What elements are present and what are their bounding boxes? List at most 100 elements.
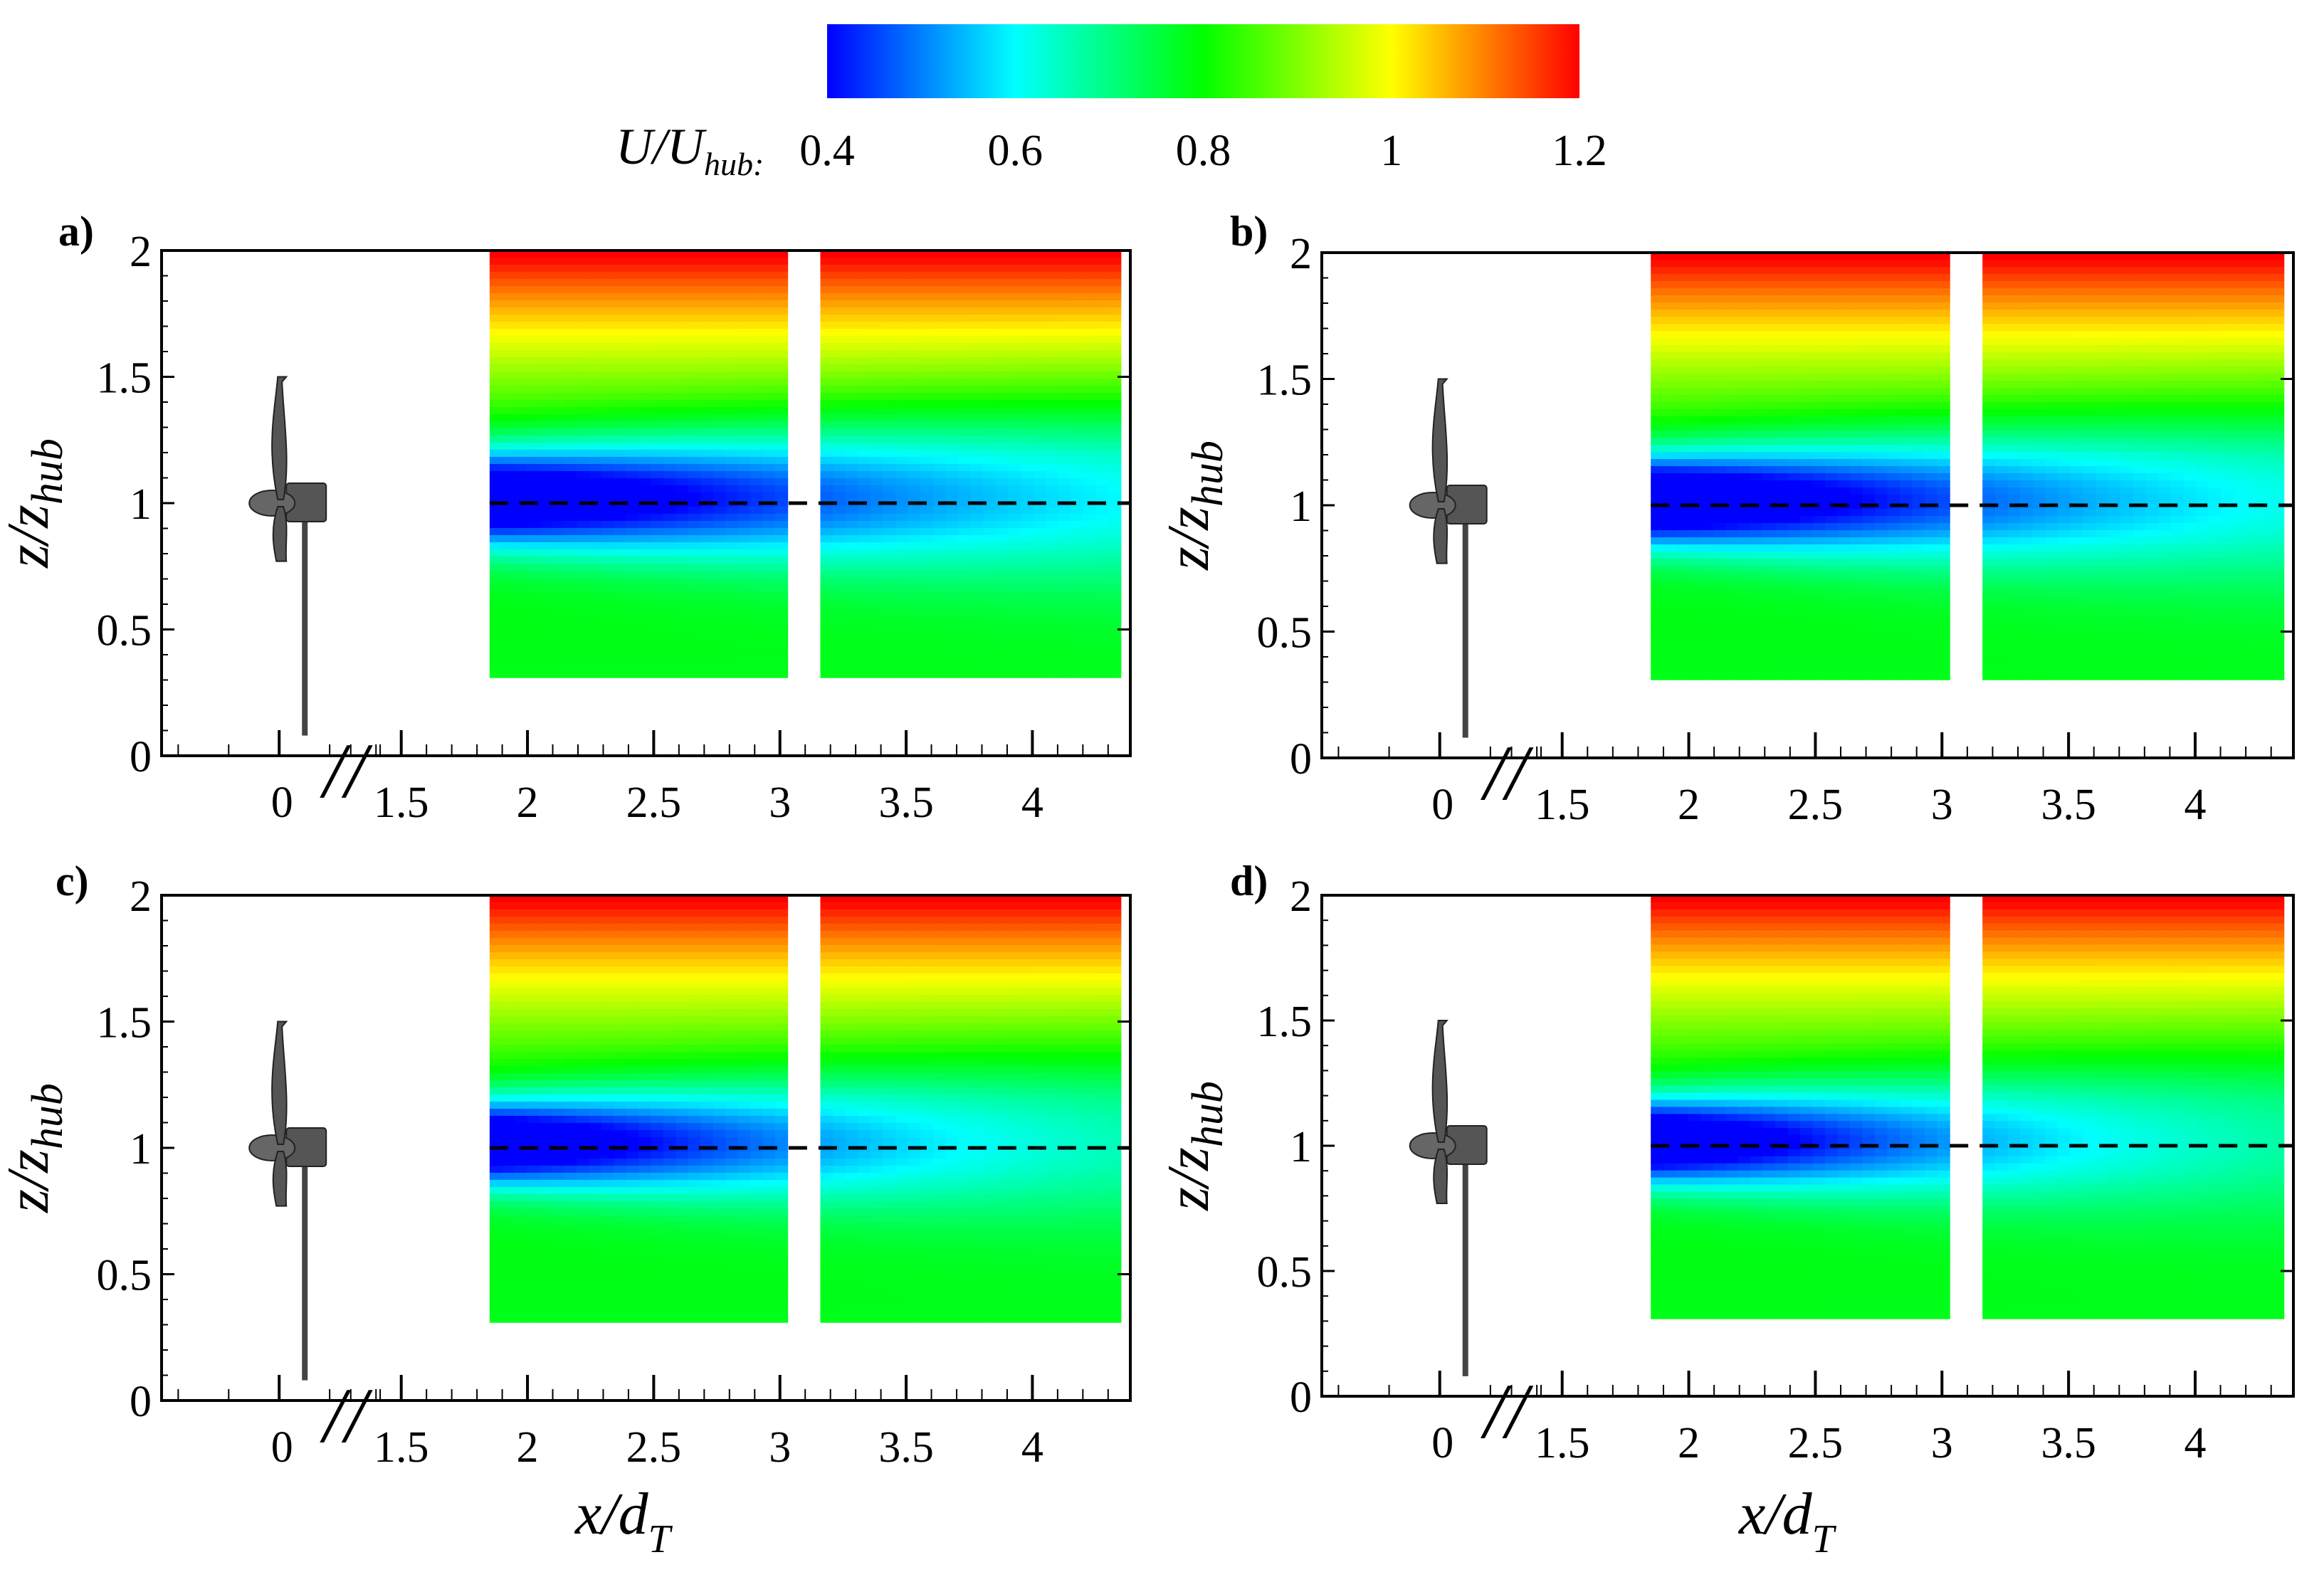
contour-cell <box>774 314 789 322</box>
contour-cell <box>870 492 884 500</box>
contour-cell <box>725 641 739 650</box>
contour-cell <box>1071 364 1084 372</box>
contour-cell <box>725 648 739 657</box>
contour-cell <box>833 549 846 557</box>
contour-cell <box>1787 309 1801 317</box>
contour-cell <box>1787 253 1801 260</box>
contour-cell <box>750 549 764 557</box>
contour-cell <box>1937 551 1950 559</box>
contour-cell <box>502 478 515 486</box>
contour-cell <box>1875 423 1888 431</box>
contour-cell <box>2007 515 2021 524</box>
contour-cell <box>2095 373 2109 381</box>
contour-cell <box>638 421 652 429</box>
contour-cell <box>957 286 972 294</box>
contour-cell <box>908 634 921 643</box>
contour-cell <box>1663 565 1676 574</box>
contour-cell <box>1775 373 1789 381</box>
contour-cell <box>2045 373 2059 381</box>
contour-cell <box>489 492 503 500</box>
contour-cell <box>601 406 615 415</box>
contour-cell <box>1850 622 1863 631</box>
contour-cell <box>1887 465 1900 474</box>
contour-cell <box>713 307 726 315</box>
contour-cell <box>762 570 776 579</box>
contour-cell <box>2070 622 2084 631</box>
contour-cell <box>725 520 739 529</box>
contour-cell <box>1713 437 1726 445</box>
contour-cell <box>1862 260 1876 268</box>
contour-cell <box>2007 615 2021 623</box>
contour-cell <box>663 485 677 493</box>
contour-cell <box>1108 307 1122 315</box>
contour-cell <box>539 556 552 564</box>
contour-cell <box>774 342 789 351</box>
contour-cell <box>564 428 577 436</box>
contour-cell <box>983 513 997 522</box>
contour-cell <box>1020 527 1034 536</box>
contour-cell <box>1762 579 1776 588</box>
contour-cell <box>1058 598 1071 607</box>
contour-cell <box>995 670 1009 678</box>
contour-cell <box>2020 586 2034 595</box>
contour-cell <box>1887 316 1900 325</box>
contour-cell <box>908 328 921 337</box>
contour-cell <box>1651 650 1664 659</box>
contour-cell <box>970 442 984 450</box>
contour-cell <box>820 485 834 493</box>
contour-cell <box>2045 622 2059 631</box>
contour-cell <box>1083 556 1097 564</box>
contour-cell <box>1982 601 1996 609</box>
contour-cell <box>1787 352 1801 360</box>
contour-cell <box>774 399 789 408</box>
contour-cell <box>895 470 909 479</box>
contour-cell <box>895 300 909 308</box>
contour-cell <box>2020 515 2034 524</box>
contour-cell <box>564 463 577 472</box>
contour-cell <box>2095 473 2109 481</box>
contour-cell <box>1046 335 1059 344</box>
contour-cell <box>552 606 565 614</box>
contour-cell <box>1700 359 1714 367</box>
contour-cell <box>1912 274 1925 282</box>
contour-cell <box>995 542 1009 550</box>
contour-cell <box>651 286 664 294</box>
contour-cell <box>945 648 959 657</box>
contour-cell <box>1688 601 1701 609</box>
contour-cell <box>1688 394 1701 403</box>
contour-cell <box>1008 663 1021 671</box>
contour-cell <box>713 314 726 322</box>
contour-cell <box>870 328 884 337</box>
contour-cell <box>1825 508 1839 517</box>
contour-cell <box>1033 272 1046 280</box>
contour-cell <box>1899 594 1913 602</box>
contour-cell <box>1937 508 1950 517</box>
contour-cell <box>514 293 527 301</box>
contour-cell <box>589 534 602 543</box>
contour-cell <box>1982 594 1996 602</box>
contour-cell <box>945 527 959 536</box>
contour-cell <box>1812 665 1826 673</box>
contour-cell <box>1800 643 1814 652</box>
contour-cell <box>552 293 565 301</box>
contour-cell <box>858 591 871 600</box>
contour-cell <box>1651 423 1664 431</box>
contour-cell <box>774 307 789 315</box>
contour-cell <box>1837 302 1851 310</box>
contour-cell <box>1737 473 1751 481</box>
contour-cell <box>1008 613 1021 621</box>
contour-cell <box>638 300 652 308</box>
contour-cell <box>1875 401 1888 410</box>
contour-cell <box>2020 487 2034 495</box>
contour-cell <box>1083 513 1097 522</box>
contour-cell <box>502 648 515 657</box>
contour-cell <box>2070 515 2084 524</box>
contour-cell <box>539 293 552 301</box>
contour-cell <box>1812 330 1826 339</box>
contour-cell <box>1825 344 1839 353</box>
contour-cell <box>1095 378 1109 386</box>
contour-cell <box>700 392 714 401</box>
contour-cell <box>737 265 751 273</box>
contour-cell <box>1924 260 1938 268</box>
contour-cell <box>700 406 714 415</box>
